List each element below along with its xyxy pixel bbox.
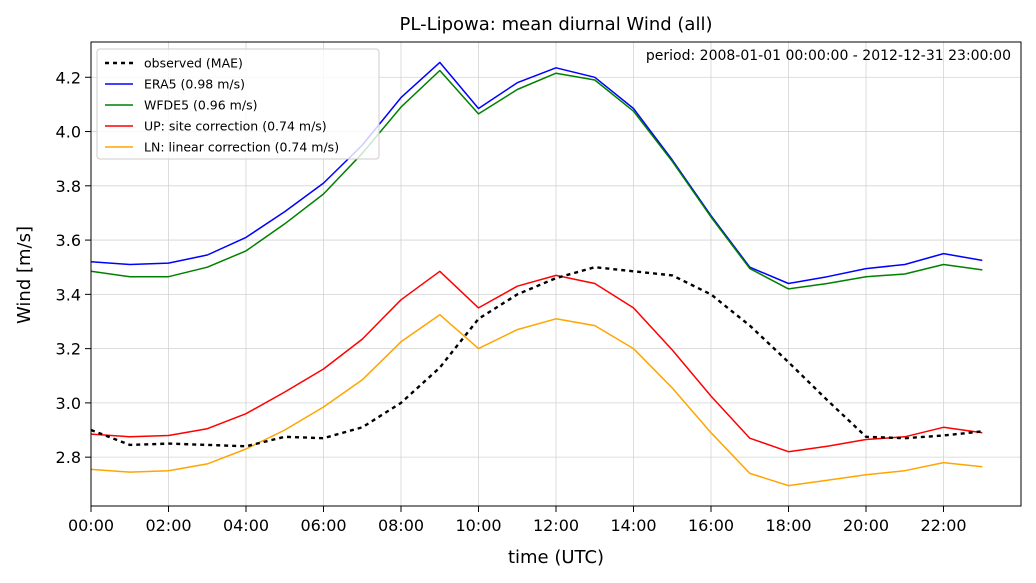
legend: observed (MAE) ERA5 (0.98 m/s) WFDE5 (0.96… [96, 48, 380, 160]
legend-items: observed (MAE) ERA5 (0.98 m/s) WFDE5 (0.96… [105, 56, 339, 155]
x-axis-ticks: 00:00 02:00 04:00 06:00 08:00 10:00 12:00 14:00… [68, 506, 967, 535]
y-tick-label: 3.2 [56, 340, 81, 359]
legend-box [96, 48, 380, 160]
x-tick-label: 06:00 [300, 516, 346, 535]
legend-label: UP: site correction (0.74 m/s) [144, 119, 327, 134]
legend-label: WFDE5 (0.96 m/s) [144, 98, 257, 113]
x-tick-label: 08:00 [378, 516, 424, 535]
x-axis-label: time (UTC) [508, 547, 604, 568]
x-tick-label: 12:00 [533, 516, 579, 535]
x-tick-label: 02:00 [145, 516, 191, 535]
series-line-0 [90, 266, 983, 448]
x-tick-label: 04:00 [223, 516, 269, 535]
series-line-3 [90, 270, 983, 453]
x-tick-label: 16:00 [688, 516, 734, 535]
x-tick-label: 00:00 [68, 516, 114, 535]
grid-lines [90, 42, 1021, 506]
y-tick-label: 4.0 [56, 123, 81, 142]
series-lines [90, 61, 983, 487]
series-line-1 [90, 61, 983, 285]
y-axis-ticks: 2.8 3.0 3.2 3.4 3.6 3.8 4.0 4.2 [56, 68, 91, 467]
chart-title: PL-Lipowa: mean diurnal Wind (all) [400, 14, 713, 35]
series-line-2 [90, 69, 983, 290]
x-tick-label: 18:00 [765, 516, 811, 535]
x-tick-label: 20:00 [843, 516, 889, 535]
y-tick-label: 2.8 [56, 448, 81, 467]
legend-label: ERA5 (0.98 m/s) [144, 77, 245, 92]
series-line-4 [90, 313, 983, 487]
legend-label: observed (MAE) [144, 56, 243, 71]
y-tick-label: 3.4 [56, 285, 81, 304]
x-tick-label: 14:00 [610, 516, 656, 535]
period-annotation: period: 2008-01-01 00:00:00 - 2012-12-31… [646, 48, 1011, 64]
y-tick-label: 4.2 [56, 68, 81, 87]
y-tick-label: 3.8 [56, 177, 81, 196]
y-axis-label: Wind [m/s] [14, 226, 35, 324]
x-tick-label: 22:00 [920, 516, 966, 535]
legend-label: LN: linear correction (0.74 m/s) [144, 140, 339, 155]
x-tick-label: 10:00 [455, 516, 501, 535]
y-tick-label: 3.6 [56, 231, 81, 250]
y-tick-label: 3.0 [56, 394, 81, 413]
